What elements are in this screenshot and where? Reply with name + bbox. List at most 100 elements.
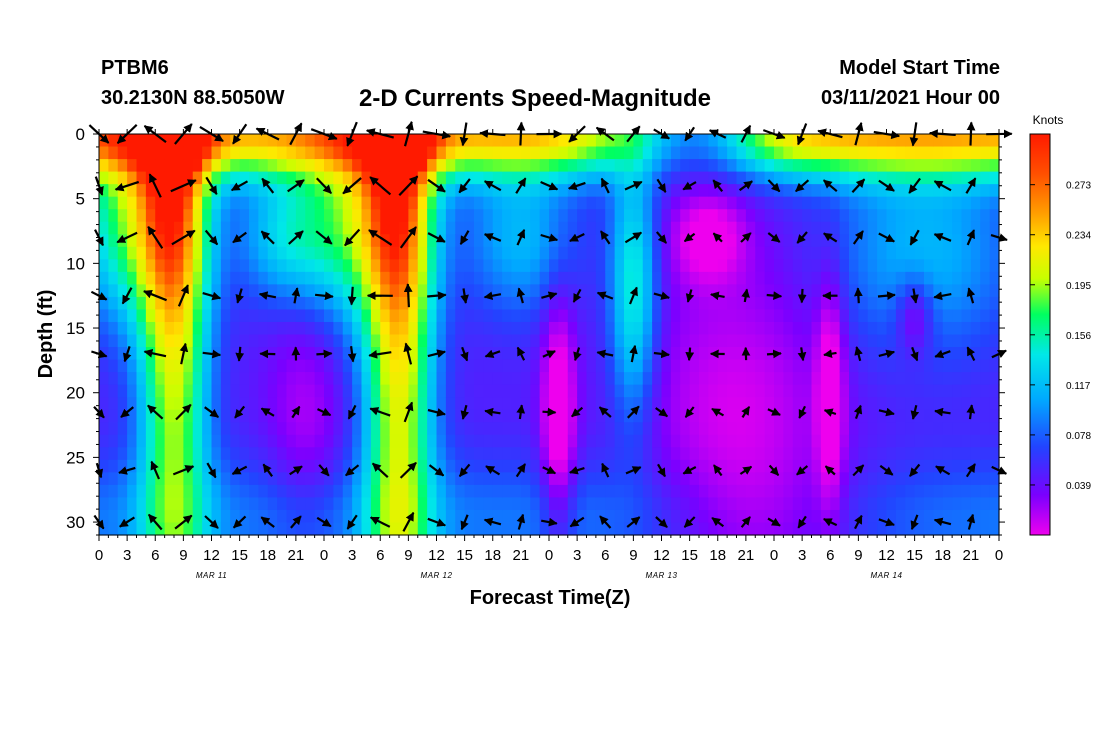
heatmap-cell xyxy=(333,372,344,386)
heatmap-cell xyxy=(802,484,813,499)
heatmap-cell xyxy=(389,171,400,185)
heatmap-cell xyxy=(783,271,794,285)
heatmap-cell xyxy=(886,171,897,185)
heatmap-cell xyxy=(924,296,934,311)
heatmap-cell xyxy=(849,409,859,423)
heatmap-cell xyxy=(802,447,813,461)
heatmap-cell xyxy=(699,259,709,273)
heatmap-cell xyxy=(802,309,813,323)
heatmap-cell xyxy=(914,221,925,235)
heatmap-cell xyxy=(642,159,653,173)
heatmap-cell xyxy=(305,409,316,423)
heatmap-cell xyxy=(567,196,578,210)
current-vector xyxy=(177,284,189,307)
heatmap-cell xyxy=(764,372,775,386)
heatmap-cell xyxy=(483,221,494,235)
heatmap-cell xyxy=(811,134,822,148)
heatmap-cell xyxy=(258,372,269,386)
heatmap-cell xyxy=(689,171,700,185)
x-tick-label: 21 xyxy=(738,547,755,564)
heatmap-cell xyxy=(802,497,813,511)
heatmap-cell xyxy=(108,472,119,486)
current-vector xyxy=(515,177,527,194)
heatmap-cell xyxy=(783,296,794,311)
heatmap-cell xyxy=(436,146,447,160)
heatmap-cell xyxy=(539,296,550,311)
heatmap-cell xyxy=(952,146,963,160)
heatmap-cell xyxy=(670,321,681,336)
heatmap-cell xyxy=(474,472,484,486)
current-vector xyxy=(262,463,273,477)
heatmap-cell xyxy=(530,422,541,436)
heatmap-cell xyxy=(511,271,522,285)
heatmap-cell xyxy=(295,309,306,323)
heatmap-cell xyxy=(239,221,250,235)
heatmap-cell xyxy=(239,447,250,461)
heatmap-cell xyxy=(624,509,634,524)
heatmap-cell xyxy=(295,271,306,285)
heatmap-cell xyxy=(558,359,569,373)
heatmap-cell xyxy=(736,447,747,461)
heatmap-cell xyxy=(389,196,400,210)
heatmap-cell xyxy=(464,184,475,198)
heatmap-cell xyxy=(961,259,972,273)
heatmap-cell xyxy=(577,296,588,311)
heatmap-cell xyxy=(624,171,634,185)
heatmap-cell xyxy=(277,134,288,148)
heatmap-cell xyxy=(352,434,363,448)
heatmap-cell xyxy=(549,284,559,298)
current-vector xyxy=(288,230,304,245)
heatmap-cell xyxy=(877,196,888,210)
heatmap-cell xyxy=(680,196,691,210)
heatmap-cell xyxy=(849,234,859,248)
heatmap-cell xyxy=(830,372,841,386)
heatmap-cell xyxy=(324,259,334,273)
heatmap-cell xyxy=(108,347,119,361)
heatmap-cell xyxy=(202,309,213,323)
heatmap-cell xyxy=(989,372,1000,386)
heatmap-cell xyxy=(727,146,738,160)
heatmap-cell xyxy=(174,459,184,473)
heatmap-cell xyxy=(774,409,784,423)
heatmap-cell xyxy=(680,359,691,373)
heatmap-cell xyxy=(586,459,597,473)
heatmap-cell xyxy=(989,209,1000,223)
heatmap-cell xyxy=(239,321,250,336)
heatmap-cell xyxy=(464,397,475,411)
x-tick-label: 21 xyxy=(963,547,980,564)
heatmap-cell xyxy=(305,171,316,185)
heatmap-cell xyxy=(267,422,278,436)
heatmap-cell xyxy=(567,334,578,348)
heatmap-cell xyxy=(689,246,700,260)
heatmap-cell xyxy=(136,234,147,248)
current-vector xyxy=(683,516,696,528)
heatmap-cell xyxy=(624,296,634,311)
heatmap-cell xyxy=(174,271,184,285)
heatmap-cell xyxy=(745,221,756,235)
current-vector xyxy=(344,228,361,247)
heatmap-cell xyxy=(736,372,747,386)
heatmap-cell xyxy=(286,159,297,173)
heatmap-cell xyxy=(502,434,513,448)
heatmap-cell xyxy=(811,509,822,524)
heatmap-cell xyxy=(436,221,447,235)
heatmap-cell xyxy=(174,334,184,348)
heatmap-cell xyxy=(202,284,213,298)
heatmap-cell xyxy=(370,184,381,198)
x-axis-label: Forecast Time(Z) xyxy=(470,587,631,609)
heatmap-cell xyxy=(567,184,578,198)
heatmap-cell xyxy=(258,334,269,348)
heatmap-cell xyxy=(614,334,625,348)
heatmap-cell xyxy=(183,309,194,323)
current-vector xyxy=(458,178,471,194)
heatmap-cell xyxy=(539,246,550,260)
heatmap-cell xyxy=(549,422,559,436)
heatmap-cell xyxy=(577,134,588,148)
heatmap-cell xyxy=(605,271,616,285)
heatmap-cell xyxy=(230,384,241,398)
date-label: MAR 12 xyxy=(421,571,453,580)
heatmap-cell xyxy=(624,459,634,473)
heatmap-cell xyxy=(436,196,447,210)
heatmap-cell xyxy=(277,497,288,511)
heatmap-cell xyxy=(258,234,269,248)
